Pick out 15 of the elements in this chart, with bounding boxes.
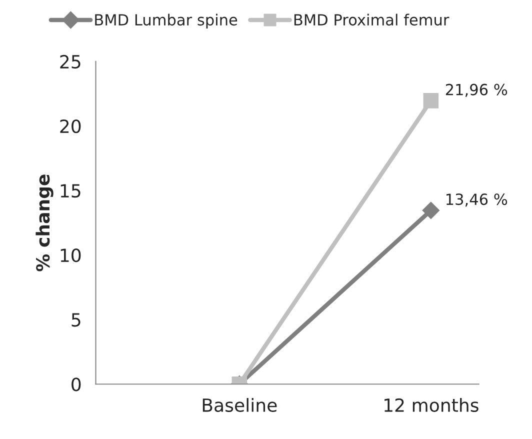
data-label: 21,96 % [446,84,508,97]
y-tick-label: 10 [60,248,81,262]
x-tick-label: Baseline [202,398,277,412]
y-tick-label: 0 [72,378,81,392]
point [423,93,439,108]
x-tick-label: 12 months [384,398,478,412]
legend-label: BMD Lumbar spine [95,14,238,29]
data-label: 13,46 % [446,194,508,207]
y-tick-label: 5 [72,313,80,327]
y-tick-label: 25 [60,54,80,69]
y-tick-label: 15 [60,184,80,198]
point [422,202,440,220]
legend-label: BMD Proximal femur [294,14,450,26]
y-tick-label: 20 [60,119,81,134]
y-axis-title: % change [36,174,54,272]
